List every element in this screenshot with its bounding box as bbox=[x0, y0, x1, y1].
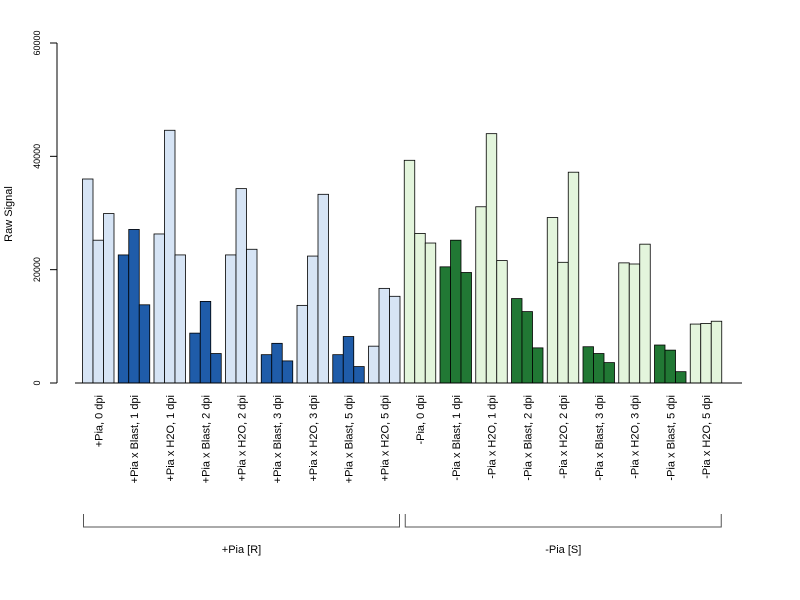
bar-8-1 bbox=[368, 345, 380, 384]
bar-5-3 bbox=[281, 360, 294, 384]
bar-0-3 bbox=[103, 213, 115, 384]
bar-15-3 bbox=[639, 243, 651, 384]
bar-2-3 bbox=[174, 254, 186, 384]
bar-14-1 bbox=[582, 346, 594, 384]
bar-15-2 bbox=[628, 263, 641, 384]
x-tick-label-14: -Pia x Blast, 3 dpi bbox=[594, 395, 606, 481]
x-tick-label-7: +Pia x Blast, 5 dpi bbox=[344, 395, 356, 483]
bar-2-1 bbox=[153, 233, 165, 384]
x-tick-label-13: -Pia x H2O, 2 dpi bbox=[558, 395, 570, 479]
x-tick-label-4: +Pia x H2O, 2 dpi bbox=[236, 395, 248, 482]
x-tick-label-8: +Pia x H2O, 5 dpi bbox=[379, 395, 391, 482]
bar-12-2 bbox=[521, 311, 533, 384]
bar-16-1 bbox=[654, 344, 666, 384]
bar-10-2 bbox=[450, 239, 462, 384]
bar-9-3 bbox=[424, 242, 437, 384]
bar-11-2 bbox=[485, 133, 498, 384]
group-label-1: -Pia [S] bbox=[545, 544, 581, 556]
bars-layer bbox=[82, 129, 723, 384]
bar-1-1 bbox=[117, 254, 130, 384]
bar-14-3 bbox=[603, 362, 615, 384]
bar-6-2 bbox=[307, 255, 319, 384]
x-tick-label-17: -Pia x H2O, 5 dpi bbox=[701, 395, 713, 479]
bar-9-1 bbox=[403, 159, 416, 384]
bar-4-1 bbox=[225, 254, 237, 384]
bar-3-1 bbox=[189, 332, 201, 384]
bar-4-3 bbox=[246, 248, 258, 384]
x-tick-label-11: -Pia x H2O, 1 dpi bbox=[487, 395, 499, 479]
y-axis-title: Raw Signal bbox=[3, 186, 15, 242]
x-tick-label-16: -Pia x Blast, 5 dpi bbox=[665, 395, 677, 481]
bar-1-3 bbox=[138, 304, 151, 384]
bar-2-2 bbox=[164, 129, 176, 384]
bar-10-3 bbox=[460, 272, 472, 384]
bar-5-1 bbox=[260, 354, 273, 384]
bar-4-2 bbox=[235, 188, 247, 384]
x-tick-labels: +Pia, 0 dpi +Pia x Blast, 1 dpi +Pia x H2O… bbox=[93, 395, 713, 483]
bar-0-1 bbox=[82, 178, 94, 384]
x-tick-label-0: +Pia, 0 dpi bbox=[93, 395, 105, 447]
bar-14-2 bbox=[593, 353, 605, 384]
x-tick-label-6: +Pia x H2O, 3 dpi bbox=[308, 395, 320, 482]
bar-7-3 bbox=[353, 366, 365, 384]
bar-6-1 bbox=[296, 304, 308, 384]
x-tick-label-1: +Pia x Blast, 1 dpi bbox=[129, 395, 141, 483]
bar-12-3 bbox=[532, 347, 544, 384]
bar-13-2 bbox=[557, 261, 569, 384]
bar-10-1 bbox=[439, 266, 451, 384]
bar-6-3 bbox=[317, 193, 329, 384]
bar-8-2 bbox=[378, 287, 390, 384]
bar-16-2 bbox=[664, 349, 676, 384]
bar-17-1 bbox=[689, 323, 702, 384]
bar-5-2 bbox=[271, 342, 283, 384]
group-bracket-0 bbox=[83, 514, 400, 528]
y-tick-label-40000: 40000 bbox=[32, 144, 42, 169]
bar-16-3 bbox=[675, 371, 687, 384]
x-tick-label-12: -Pia x Blast, 2 dpi bbox=[522, 395, 534, 481]
group-brackets: +Pia [R] -Pia [S] bbox=[83, 514, 722, 556]
x-tick-label-5: +Pia x Blast, 3 dpi bbox=[272, 395, 284, 483]
y-tick-label-60000: 60000 bbox=[32, 30, 42, 55]
bar-11-1 bbox=[475, 206, 487, 384]
x-tick-label-2: +Pia x H2O, 1 dpi bbox=[165, 395, 177, 482]
group-bracket-1 bbox=[404, 514, 722, 528]
bar-15-1 bbox=[618, 262, 630, 384]
bar-17-2 bbox=[700, 323, 712, 384]
bar-7-2 bbox=[342, 336, 355, 384]
bar-0-2 bbox=[92, 239, 104, 384]
group-label-0: +Pia [R] bbox=[222, 544, 261, 556]
y-axis: 0 20000 40000 60000 bbox=[32, 30, 58, 386]
bar-13-1 bbox=[546, 217, 559, 384]
x-tick-label-3: +Pia x Blast, 2 dpi bbox=[201, 395, 213, 483]
bar-11-3 bbox=[496, 260, 508, 384]
y-tick-label-20000: 20000 bbox=[32, 257, 42, 282]
bar-12-1 bbox=[511, 298, 523, 384]
bar-1-2 bbox=[128, 229, 140, 384]
bar-8-3 bbox=[389, 295, 401, 384]
bar-3-2 bbox=[199, 300, 212, 384]
bar-7-1 bbox=[332, 354, 344, 384]
x-tick-label-9: -Pia, 0 dpi bbox=[415, 395, 427, 445]
x-tick-label-10: -Pia x Blast, 1 dpi bbox=[451, 395, 463, 481]
x-tick-label-15: -Pia x H2O, 3 dpi bbox=[630, 395, 642, 479]
bar-17-3 bbox=[710, 320, 723, 384]
y-tick-label-0: 0 bbox=[32, 380, 42, 385]
bar-3-3 bbox=[210, 353, 222, 384]
bar-9-2 bbox=[414, 232, 426, 384]
bar-13-3 bbox=[567, 171, 580, 384]
